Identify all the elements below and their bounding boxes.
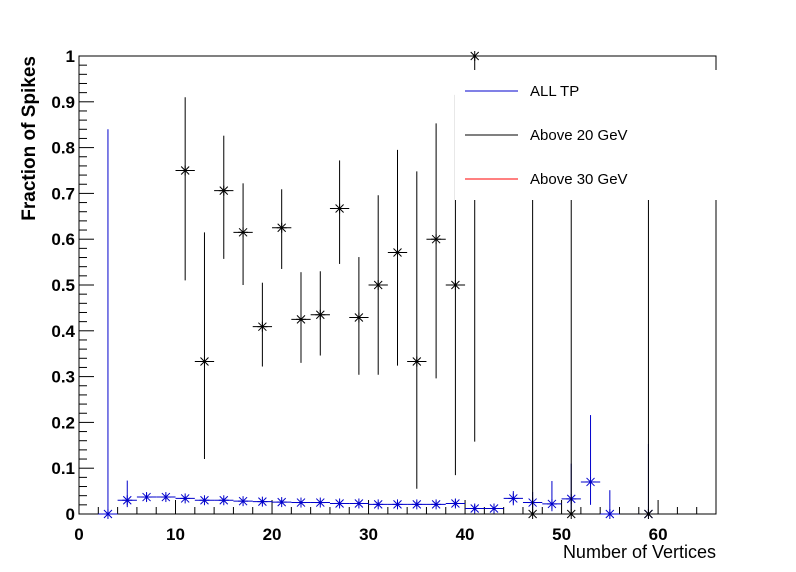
data-point <box>329 160 350 264</box>
y-tick-label: 0.8 <box>51 139 75 158</box>
data-point <box>387 149 408 366</box>
data-point <box>214 495 234 506</box>
data-point <box>194 495 215 506</box>
x-tick-label: 50 <box>552 525 571 544</box>
data-point <box>98 129 118 519</box>
y-tick-label: 0 <box>66 505 75 524</box>
legend-label: ALL TP <box>530 83 579 100</box>
x-tick-label: 60 <box>649 525 668 544</box>
data-point <box>310 271 330 356</box>
data-layer <box>98 51 659 519</box>
y-axis-title: Fraction of Spikes <box>19 56 40 221</box>
data-point <box>426 123 446 379</box>
y-tick-label: 0.4 <box>51 322 75 341</box>
data-point <box>272 189 292 269</box>
data-point <box>233 183 253 285</box>
data-point <box>407 171 427 489</box>
data-point <box>291 497 311 508</box>
data-point <box>252 282 273 367</box>
x-tick-label: 10 <box>166 525 185 544</box>
y-tick-label: 0.1 <box>51 459 75 478</box>
y-tick-label: 0.5 <box>51 276 75 295</box>
data-point <box>407 499 427 510</box>
data-point <box>194 232 215 460</box>
data-point <box>522 165 543 519</box>
x-tick-label: 30 <box>359 525 378 544</box>
data-point <box>214 135 234 259</box>
y-tick-label: 0.3 <box>51 368 75 387</box>
data-point <box>542 481 562 512</box>
data-point <box>600 490 620 519</box>
data-point <box>484 503 504 514</box>
data-point <box>368 499 388 510</box>
data-point <box>272 497 292 508</box>
x-tick-label: 40 <box>456 525 475 544</box>
data-point <box>426 499 446 510</box>
x-tick-label: 20 <box>263 525 282 544</box>
axes-layer: 0 10 20 30 40 50 60 0 0.1 0.2 0.3 0.4 0.5 0.6 0.7 0.8 0.… <box>51 47 717 544</box>
data-point <box>387 499 408 510</box>
data-point <box>368 195 388 375</box>
data-point <box>117 480 137 508</box>
data-point <box>136 492 157 503</box>
data-point <box>233 496 253 507</box>
data-point <box>349 498 369 509</box>
y-tick-label: 0.2 <box>51 413 75 432</box>
data-point <box>252 496 273 507</box>
data-point <box>175 97 195 281</box>
data-point <box>503 491 523 506</box>
y-tick-label: 0.9 <box>51 93 75 112</box>
y-tick-label: 0.6 <box>51 230 75 249</box>
data-point <box>349 257 369 375</box>
y-tick-label: 1 <box>66 47 75 66</box>
legend: ALL TP Above 20 GeV Above 30 GeV <box>455 70 717 200</box>
series-1 <box>175 51 659 519</box>
y-tick-label: 0.7 <box>51 184 75 203</box>
data-point <box>310 497 330 508</box>
legend-label: Above 20 GeV <box>530 127 628 144</box>
data-point <box>156 492 176 503</box>
data-point <box>291 272 311 363</box>
x-axis-title: Number of Vertices <box>563 542 716 562</box>
x-tick-label: 0 <box>74 525 83 544</box>
data-point <box>445 498 466 509</box>
data-point <box>465 503 485 514</box>
data-point <box>175 493 195 504</box>
data-point <box>329 498 350 509</box>
data-point <box>580 415 601 505</box>
legend-label: Above 30 GeV <box>530 171 628 188</box>
